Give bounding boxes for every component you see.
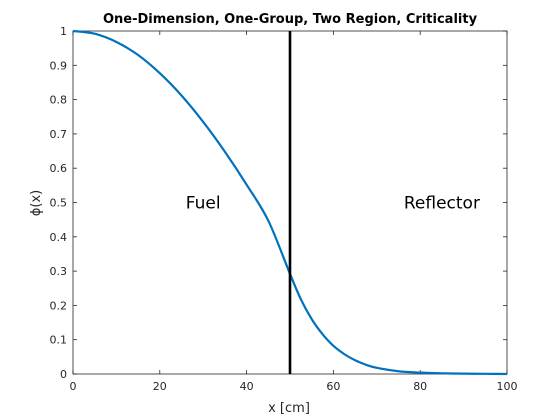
chart-title: One-Dimension, One-Group, Two Region, Cr… [103, 12, 478, 27]
y-tick-label: 0.3 [50, 265, 68, 278]
x-tick-label: 0 [70, 380, 77, 393]
y-tick-label: 1 [60, 25, 67, 38]
x-tick-label: 80 [413, 380, 427, 393]
y-tick-label: 0.2 [50, 299, 68, 312]
x-tick-label: 60 [326, 380, 340, 393]
x-axis-label: x [cm] [268, 401, 310, 416]
y-axis-label: ϕ(x) [29, 190, 44, 216]
region-annotation: Fuel [186, 194, 221, 214]
flux-series-line [72, 29, 508, 376]
region-annotation: Reflector [404, 194, 480, 214]
y-tick-label: 0.6 [50, 162, 68, 175]
x-tick-label: 20 [153, 380, 167, 393]
y-tick-label: 0.5 [50, 197, 68, 210]
x-tick-label: 100 [497, 380, 518, 393]
y-tick-label: 0.9 [50, 59, 68, 72]
y-tick-label: 0.8 [50, 94, 68, 107]
y-tick-label: 0.4 [50, 231, 68, 244]
y-tick-label: 0.1 [50, 334, 68, 347]
y-tick-label: 0.7 [50, 128, 68, 141]
x-tick-label: 40 [240, 380, 254, 393]
y-tick-label: 0 [60, 368, 67, 381]
plot-area: 0 20 40 60 80 100 0 0.1 0.2 0.3 0.4 0.5 0.6 0.7 0.8 0.9… [50, 25, 518, 393]
